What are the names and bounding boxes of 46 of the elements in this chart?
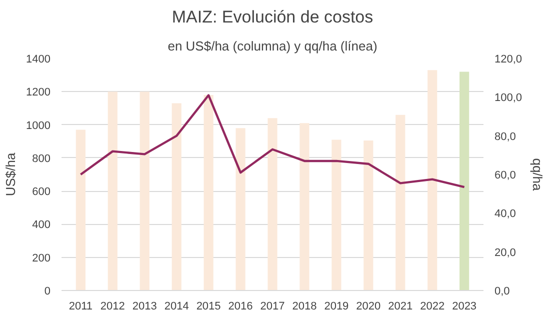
x-tick-label: 2022 xyxy=(420,300,445,312)
y-axis-title: US$/ha xyxy=(3,152,18,196)
x-tick-label: 2013 xyxy=(132,300,157,312)
bar xyxy=(108,92,118,290)
y2-tick-label: 40,0 xyxy=(494,208,516,220)
y-tick-label: 400 xyxy=(32,219,51,232)
x-tick-label: 2018 xyxy=(292,300,317,312)
y2-tick-label: 120,0 xyxy=(494,54,522,66)
y-tick-label: 800 xyxy=(32,152,51,165)
bar xyxy=(364,140,374,290)
y-tick-label: 1000 xyxy=(26,120,51,132)
x-tick-label: 2014 xyxy=(164,300,189,312)
bar xyxy=(396,114,406,290)
y2-tick-label: 100,0 xyxy=(494,92,522,104)
chart-subtitle: en US$/ha (columna) y qq/ha (línea) xyxy=(168,38,378,54)
bar xyxy=(268,118,278,290)
y-tick-label: 1400 xyxy=(26,54,51,66)
bar xyxy=(460,72,470,290)
y2-tick-label: 20,0 xyxy=(494,246,516,259)
bar xyxy=(204,94,214,290)
bar xyxy=(300,123,310,290)
y-tick-label: 600 xyxy=(32,186,51,198)
x-tick-label: 2021 xyxy=(388,300,413,312)
y2-axis-title: qq/ha xyxy=(530,158,546,192)
y-tick-label: 0 xyxy=(44,286,51,298)
y2-tick-label: 0,0 xyxy=(494,286,510,298)
x-tick-label: 2017 xyxy=(260,300,285,312)
x-tick-label: 2011 xyxy=(68,300,93,312)
bar xyxy=(332,140,342,290)
x-tick-label: 2015 xyxy=(196,300,221,312)
x-tick-label: 2020 xyxy=(356,300,381,312)
bar xyxy=(172,103,182,290)
x-tick-label: 2023 xyxy=(452,300,477,312)
x-tick-label: 2012 xyxy=(100,300,125,312)
line-series xyxy=(80,94,466,188)
y2-tick-label: 80,0 xyxy=(494,130,516,143)
bar xyxy=(140,92,150,290)
y2-tick-label: 60,0 xyxy=(494,170,516,182)
x-tick-label: 2019 xyxy=(324,300,349,312)
bar xyxy=(428,70,438,290)
x-tick-label: 2016 xyxy=(228,300,253,312)
chart-title: MAIZ: Evolución de costos xyxy=(172,8,374,26)
y-tick-label: 200 xyxy=(32,252,51,264)
bar xyxy=(76,130,86,290)
y-tick-label: 1200 xyxy=(26,86,51,99)
bar xyxy=(236,128,246,290)
